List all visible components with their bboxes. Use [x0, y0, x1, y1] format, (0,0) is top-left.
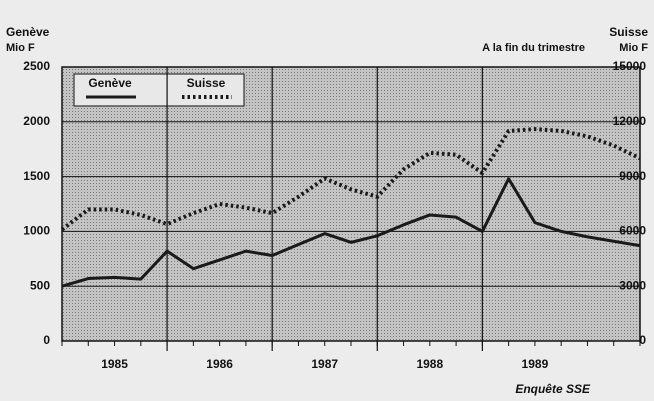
y2-tick-label: 15000 [613, 59, 647, 73]
y2-tick-label: 6000 [619, 224, 646, 238]
x-tick-label: 1986 [206, 357, 233, 371]
y-tick-label: 2000 [23, 114, 50, 128]
y2-tick-label: 0 [639, 333, 646, 347]
y-tick-label: 2500 [23, 59, 50, 73]
y-tick-label: 0 [43, 333, 50, 347]
legend-label: Genève [88, 76, 132, 90]
legend-label: Suisse [187, 76, 226, 90]
y-axis-unit: Mio F [6, 42, 35, 54]
source: Enquête SSE [515, 382, 591, 396]
y2-tick-label: 12000 [613, 114, 647, 128]
y2-tick-label: 9000 [619, 169, 646, 183]
x-tick-label: 1985 [101, 357, 128, 371]
y2-axis-title: Suisse [609, 25, 648, 39]
x-tick-label: 1988 [416, 357, 443, 371]
y-tick-label: 500 [30, 278, 50, 292]
x-tick-label: 1987 [311, 357, 338, 371]
plot-area [61, 66, 641, 342]
legend [73, 73, 245, 107]
series-line [60, 127, 641, 232]
x-tick-label: 1989 [522, 357, 549, 371]
annotation: A la fin du trimestre [482, 42, 585, 54]
y2-tick-label: 3000 [619, 278, 646, 292]
y-tick-label: 1000 [23, 224, 50, 238]
y-tick-label: 1500 [23, 169, 50, 183]
series-line [61, 177, 641, 288]
y-axis-title: Genève [6, 25, 50, 39]
y2-axis-unit: Mio F [619, 42, 648, 54]
